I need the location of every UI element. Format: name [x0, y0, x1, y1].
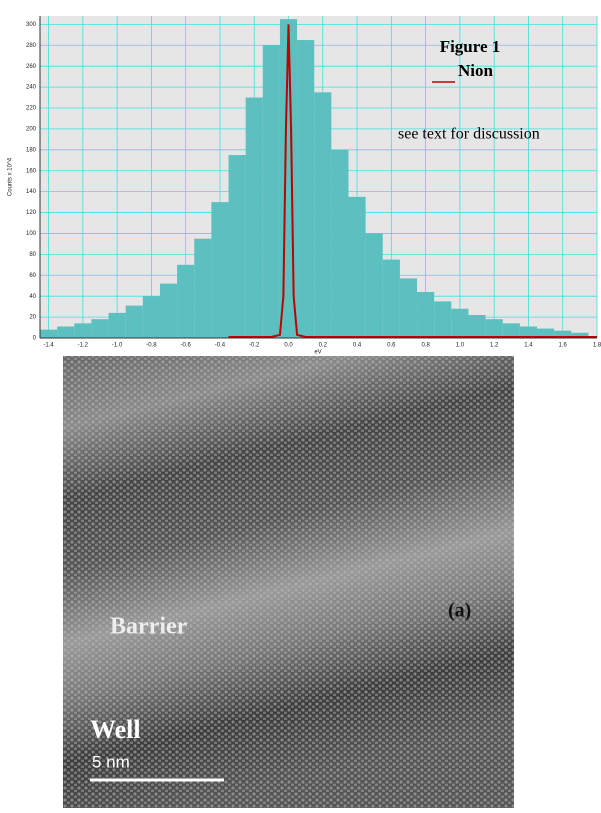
bar [434, 301, 452, 338]
bar [211, 202, 229, 338]
bar [485, 319, 503, 338]
bar [399, 278, 418, 338]
bar [537, 328, 555, 338]
x-tick-label: -1.0 [112, 343, 123, 349]
image-label: Barrier [110, 614, 188, 640]
x-tick-label: 1.4 [524, 343, 533, 349]
bar [108, 312, 126, 338]
bar [40, 329, 58, 338]
y-axis-label: Counts x 10^4 [8, 157, 14, 196]
x-tick-label: 0.2 [319, 343, 328, 349]
y-tick-label: 280 [26, 43, 37, 49]
chart: 0 20 40 60 80 100 120 140 160 180 200 220 240 260 280 3… [26, 16, 601, 349]
bar [297, 40, 315, 338]
y-tick-label: 300 [26, 22, 37, 28]
bar [142, 296, 160, 338]
x-tick-label: -0.8 [146, 343, 157, 349]
bar [365, 233, 383, 338]
y-tick-label: 180 [26, 147, 37, 153]
y-tick-label: 240 [26, 85, 37, 91]
y-tick-label: 60 [29, 273, 36, 279]
y-tick-label: 160 [26, 168, 37, 174]
x-tick-label: 1.2 [490, 343, 499, 349]
y-tick-label: 20 [29, 315, 36, 321]
bar [331, 149, 349, 338]
bar [177, 264, 195, 338]
bar [314, 92, 332, 339]
bar [262, 45, 280, 338]
y-tick-label: 80 [29, 252, 36, 258]
bar [382, 259, 400, 338]
line [228, 24, 597, 338]
y-tick-label: 120 [26, 210, 37, 216]
bar [417, 292, 435, 338]
bar [451, 308, 469, 338]
scale-label: 5 nm [92, 752, 130, 771]
x-tick-label: -0.2 [249, 343, 260, 349]
bar [245, 97, 263, 338]
bar [57, 326, 75, 338]
x-tick-label: -0.6 [181, 343, 192, 349]
y-tick-label: 200 [26, 126, 37, 132]
bar [468, 315, 486, 338]
y-tick-label: 140 [26, 189, 37, 195]
bar [554, 330, 572, 338]
bar [159, 283, 178, 338]
y-tick-label: 100 [26, 231, 37, 237]
bar [125, 305, 143, 338]
x-tick-label: 0.4 [353, 343, 362, 349]
bar [348, 196, 366, 338]
x-tick-label: 1.0 [456, 343, 465, 349]
x-tick-label: -1.2 [78, 343, 89, 349]
y-tick-label: 220 [26, 106, 37, 112]
x-axis-label: eV [314, 350, 321, 356]
micrograph-texture [63, 356, 514, 808]
bar [91, 319, 109, 338]
x-tick-label: 1.6 [559, 343, 568, 349]
x-tick-label: -0.4 [215, 343, 226, 349]
bar [228, 155, 246, 338]
x-tick-label: 1.8 [593, 343, 601, 349]
y-tick-label: 260 [26, 64, 37, 70]
bar [571, 332, 589, 338]
y-tick-label: 40 [29, 294, 36, 300]
bar [519, 326, 538, 338]
x-tick-label: 0.8 [421, 343, 430, 349]
x-tick-label: 0.0 [284, 343, 293, 349]
legend-label: Nion [458, 61, 494, 80]
image-label: (a) [448, 600, 471, 622]
y-tick-label: 0 [33, 336, 37, 342]
annotation: see text for discussion [398, 126, 540, 143]
x-tick-label: 0.6 [387, 343, 396, 349]
bar [194, 238, 212, 338]
bar [502, 323, 520, 338]
annotation: Figure 1 [440, 37, 501, 56]
x-tick-label: -1.4 [43, 343, 54, 349]
image-label: Well [90, 715, 141, 744]
bar [74, 323, 92, 338]
